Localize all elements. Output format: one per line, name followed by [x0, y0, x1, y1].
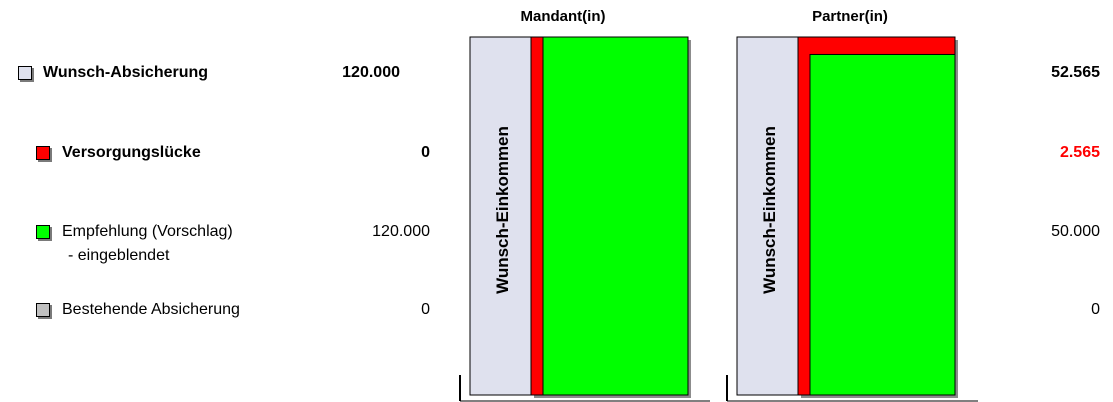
legend-label-empfehlung: Empfehlung (Vorschlag) — [62, 223, 233, 240]
mandant-value-luecke: 0 — [421, 144, 430, 161]
mandant-value-bestehend: 0 — [421, 301, 430, 318]
mandant-empfehlung-bar — [542, 36, 689, 396]
mandant-value-empfehlung: 120.000 — [372, 223, 430, 240]
legend-swatch-bestehend — [36, 303, 50, 317]
mandant-value-wunsch: 120.000 — [342, 64, 400, 81]
column-title-mandant: Mandant(in) — [520, 8, 606, 25]
partner-empfehlung-bar — [809, 53, 956, 396]
legend-swatch-empfehlung — [36, 225, 50, 239]
partner-value-bestehend: 0 — [1091, 301, 1100, 318]
partner-value-empfehlung: 50.000 — [1051, 223, 1100, 240]
legend-label-bestehend: Bestehende Absicherung — [62, 301, 240, 318]
mandant-bar-label: Wunsch-Einkommen — [493, 126, 512, 294]
legend-label-wunsch: Wunsch-Absicherung — [43, 64, 209, 81]
partner-bar-label: Wunsch-Einkommen — [760, 126, 779, 294]
partner-value-luecke: 2.565 — [1059, 144, 1100, 161]
legend-sublabel-empfehlung: - eingeblendet — [68, 247, 170, 264]
legend-label-luecke: Versorgungslücke — [62, 144, 201, 161]
legend-swatch-wunsch — [18, 66, 32, 80]
column-title-partner: Partner(in) — [812, 8, 888, 25]
legend-swatch-luecke — [36, 146, 50, 160]
partner-value-wunsch: 52.565 — [1051, 64, 1100, 81]
